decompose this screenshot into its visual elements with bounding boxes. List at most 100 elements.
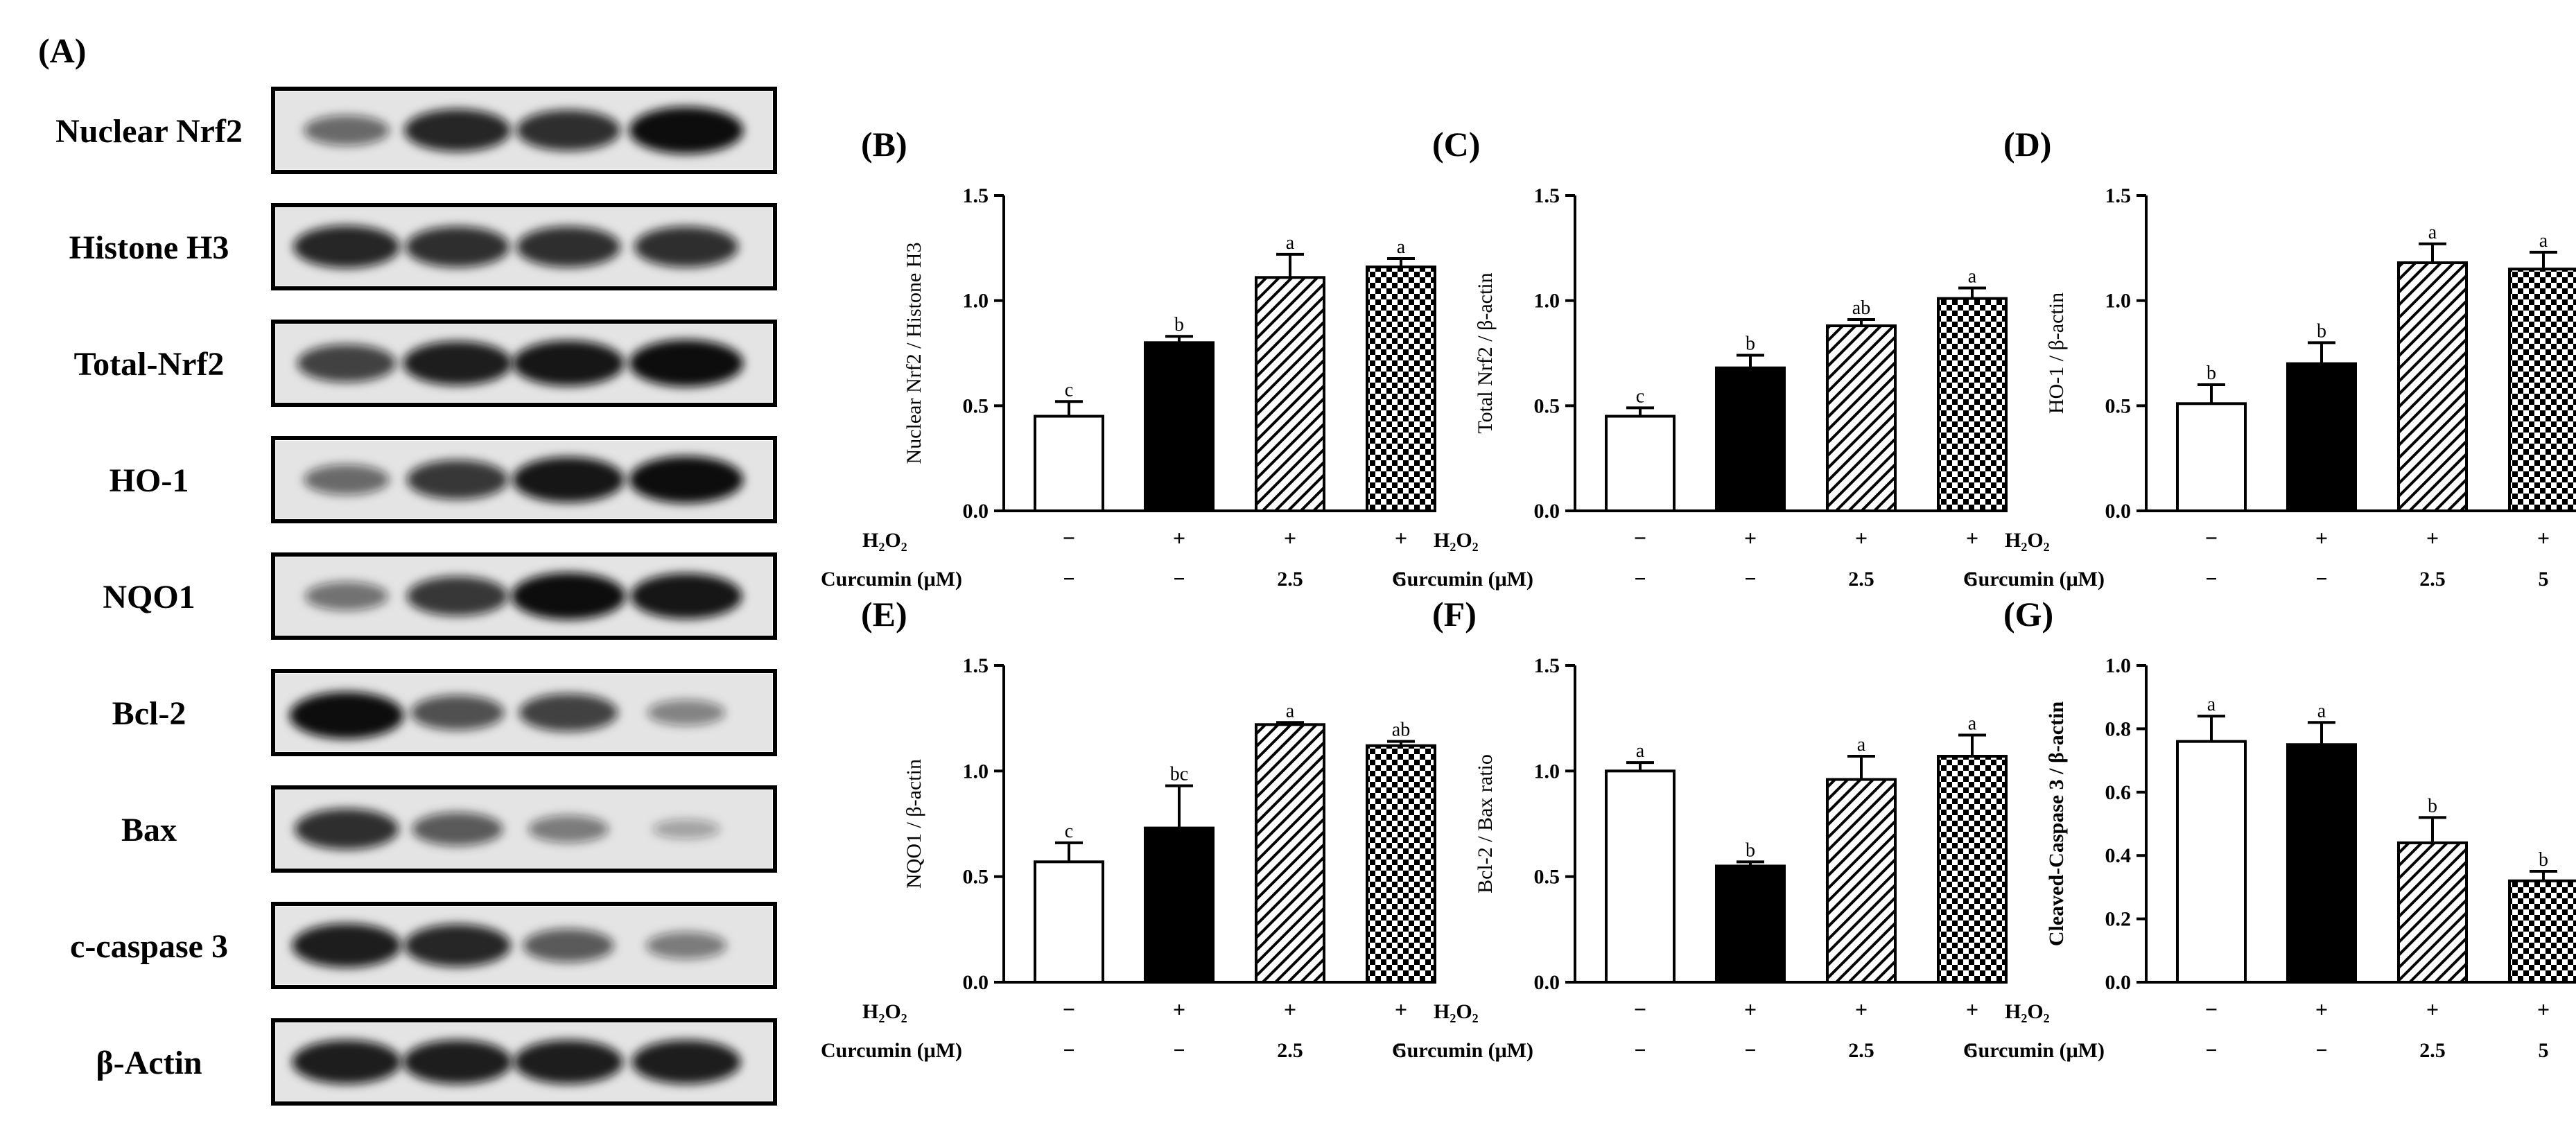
blot-label: c-caspase 3	[70, 928, 228, 965]
blot-band	[410, 695, 505, 731]
blot-row: Total-Nrf2	[74, 320, 777, 407]
curcumin-row-label: Curcumin (μM)	[821, 568, 962, 591]
y-axis-label: HO-1 / β-actin	[2045, 293, 2068, 414]
blot-row: NQO1	[103, 552, 777, 640]
blot-label: Histone H3	[69, 229, 229, 266]
y-axis-label: Bcl-2 / Bax ratio	[1474, 754, 1497, 893]
y-tick-label: 1.5	[1534, 654, 1560, 677]
blot-band	[406, 460, 509, 500]
y-tick-label: 0.5	[963, 866, 989, 889]
treatment-table: H₂O₂ Curcumin (μM) − + + + − − 2.5 5	[821, 997, 1407, 1062]
blot-frame	[271, 552, 777, 640]
h2o2-value: +	[1855, 525, 1868, 550]
h2o2-row-label: H₂O₂	[2005, 1000, 2050, 1023]
h2o2-value: −	[1063, 997, 1075, 1022]
significance-letter: a	[1397, 236, 1406, 258]
blot-frame	[271, 1018, 777, 1106]
y-tick-label: 0.4	[2105, 844, 2132, 867]
curcumin-value: 2.5	[1848, 1039, 1874, 1062]
blot-band	[403, 341, 512, 385]
y-tick-label: 1.0	[2105, 654, 2132, 677]
curcumin-row-label: Curcumin (μM)	[1392, 568, 1533, 591]
h2o2-value: +	[1395, 525, 1407, 550]
treatment-table: H₂O₂ Curcumin (μM) − + + + − − 2.5 5	[1963, 997, 2550, 1062]
curcumin-value: −	[1634, 568, 1646, 591]
h2o2-value: +	[1744, 525, 1757, 550]
curcumin-value: 2.5	[2419, 1039, 2446, 1062]
y-tick-label: 0.5	[1534, 394, 1560, 417]
h2o2-value: +	[1395, 997, 1407, 1022]
h2o2-value: +	[1966, 525, 1978, 550]
blot-band	[632, 1040, 741, 1084]
bar	[2508, 268, 2576, 512]
h2o2-row-label: H₂O₂	[862, 529, 907, 552]
curcumin-value: 2.5	[1277, 568, 1303, 591]
curcumin-value: −	[1634, 1039, 1646, 1062]
blot-band	[629, 107, 744, 154]
curcumin-value: 2.5	[2419, 568, 2446, 591]
h2o2-value: +	[1855, 997, 1868, 1022]
blot-band	[523, 928, 614, 963]
panel-label: (F)	[1432, 595, 1477, 634]
western-blot-panel: Nuclear Nrf2 Histone H3 Total-Nrf2 HO-1 NQO1…	[55, 87, 777, 1106]
h2o2-value: +	[1284, 525, 1296, 550]
chart-panel: (C) Total Nrf2 / β-actin 0.0 0.5 1.0 1.5 c b ab a…	[1392, 125, 2008, 591]
blot-frame	[271, 902, 777, 989]
blot-band	[512, 340, 625, 386]
curcumin-value: 5	[1967, 1039, 1978, 1062]
significance-letter: a	[1286, 232, 1295, 254]
y-tick-label: 0.2	[2105, 908, 2132, 931]
significance-letter: c	[1065, 379, 1073, 401]
y-tick-label: 1.5	[2105, 184, 2132, 207]
curcumin-value: 5	[1967, 568, 1978, 591]
blot-label: HO-1	[110, 462, 189, 499]
blot-band	[406, 226, 510, 268]
y-tick-label: 0.0	[1534, 500, 1560, 523]
blot-band	[292, 1040, 401, 1084]
blot-row: c-caspase 3	[70, 902, 777, 989]
blot-band	[295, 808, 399, 850]
h2o2-value: +	[1744, 997, 1757, 1022]
blot-row: Bax	[121, 785, 777, 873]
significance-letter: a	[2317, 700, 2326, 722]
blot-row: β-Actin	[96, 1018, 777, 1106]
significance-letter: a	[1968, 713, 1977, 735]
bar	[2397, 841, 2468, 984]
chart-panel: (E) NQO1 / β-actin 0.0 0.5 1.0 1.5 c bc a ab H₂O₂ C…	[821, 595, 1436, 1062]
significance-letter: c	[1636, 385, 1644, 407]
curcumin-value: −	[1063, 1039, 1074, 1062]
chart-panel: (G) Cleaved-Caspase 3 / β-actin 0.0 0.2 0.4 0…	[1963, 595, 2576, 1062]
blot-band	[289, 692, 404, 739]
treatment-table: H₂O₂ Curcumin (μM) − + + + − − 2.5 5	[1963, 525, 2550, 591]
bar	[1144, 341, 1215, 513]
blot-row: Nuclear Nrf2	[55, 87, 777, 174]
significance-letter: b	[1174, 314, 1184, 335]
curcumin-value: −	[1744, 1039, 1756, 1062]
blot-band	[293, 225, 400, 268]
blot-row: Bcl-2	[112, 669, 777, 756]
h2o2-row-label: H₂O₂	[862, 1000, 907, 1023]
blot-frame	[271, 320, 777, 407]
bar	[2397, 261, 2468, 512]
significance-letter: a	[1968, 265, 1977, 287]
panel-label: (E)	[861, 595, 907, 634]
bar	[1144, 826, 1215, 984]
h2o2-value: +	[1173, 525, 1185, 550]
significance-letter: b	[2428, 795, 2437, 817]
bar	[1605, 769, 1676, 984]
curcumin-value: 5	[1396, 1039, 1407, 1062]
chart-panel: (D) HO-1 / β-actin 0.0 0.5 1.0 1.5 b b a a H₂O₂ Cur…	[1963, 125, 2576, 591]
bar	[1715, 864, 1786, 984]
bar-charts: (B) Nuclear Nrf2 / Histone H3 0.0 0.5 1.0 1.5…	[821, 125, 2576, 1062]
blot-band	[406, 576, 509, 616]
y-tick-label: 0.5	[1534, 866, 1560, 889]
blot-band	[514, 1040, 623, 1084]
significance-letter: c	[1065, 821, 1073, 842]
bar	[2286, 362, 2357, 513]
treatment-table: H₂O₂ Curcumin (μM) − + + + − − 2.5 5	[1392, 997, 1978, 1062]
chart-panel: (F)Bcl-2 / Bax ratio0.00.51.01.5abaaH₂O₂…	[1392, 595, 2008, 1062]
y-axis-label: Total Nrf2 / β-actin	[1474, 272, 1497, 433]
y-axis-label: NQO1 / β-actin	[903, 759, 925, 889]
blot-band	[404, 109, 511, 152]
blot-band	[304, 464, 390, 495]
